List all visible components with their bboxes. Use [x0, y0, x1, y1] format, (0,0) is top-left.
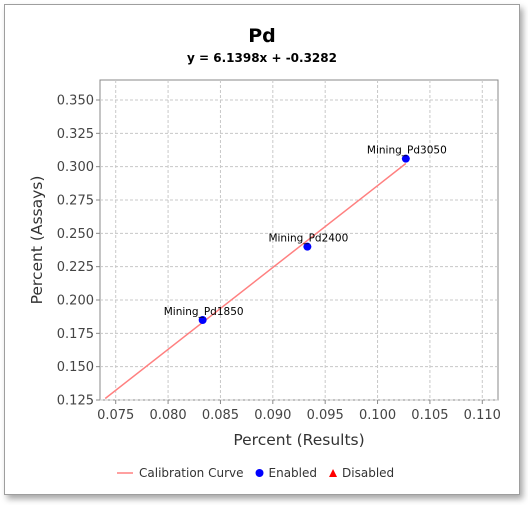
- data-point: [198, 316, 207, 324]
- y-tick-label: 0.150: [57, 360, 94, 375]
- chart-title: Pd: [248, 25, 276, 47]
- x-tick-label: 0.110: [464, 408, 501, 423]
- legend-label: Calibration Curve: [139, 466, 244, 480]
- x-tick-label: 0.095: [307, 408, 344, 423]
- legend: Calibration Curve Enabled Disabled: [117, 466, 394, 480]
- y-tick-label: 0.250: [57, 227, 94, 242]
- x-tick-label: 0.090: [254, 408, 291, 423]
- chart-subtitle: y = 6.1398x + -0.3282: [187, 51, 337, 65]
- calibration-curve-line: [104, 162, 407, 400]
- chart: Pd y = 6.1398x + -0.3282 0.075 0.080 0.085…: [28, 25, 501, 480]
- x-tick-label: 0.075: [97, 408, 134, 423]
- chart-frame: Pd y = 6.1398x + -0.3282 0.075 0.080 0.085…: [4, 4, 520, 495]
- y-tick-label: 0.275: [57, 194, 94, 209]
- x-tick-label: 0.080: [149, 408, 186, 423]
- data-point-label: Mining_Pd3050: [367, 145, 447, 157]
- data-point-label: Mining_Pd1850: [164, 306, 244, 318]
- x-tick-label: 0.100: [359, 408, 396, 423]
- legend-label: Enabled: [269, 466, 318, 480]
- y-tick-label: 0.175: [57, 327, 94, 342]
- y-tick-label: 0.350: [57, 94, 94, 109]
- y-tick-label: 0.300: [57, 160, 94, 175]
- x-axis-ticks: 0.075 0.080 0.085 0.090 0.095 0.100 0.105 0.110: [97, 400, 501, 423]
- x-tick-label: 0.105: [411, 408, 448, 423]
- legend-triangle-symbol: [329, 469, 338, 477]
- x-tick-label: 0.085: [202, 408, 239, 423]
- legend-circle-symbol: [255, 469, 264, 477]
- data-point: [401, 154, 410, 163]
- legend-label: Disabled: [342, 466, 394, 480]
- data-point: [303, 242, 312, 251]
- y-tick-label: 0.125: [57, 394, 94, 409]
- y-axis-label: Percent (Assays): [28, 176, 46, 305]
- y-axis-ticks: 0.125 0.150 0.175 0.200 0.225 0.250 0.275 0.300…: [57, 94, 100, 409]
- grid: [100, 80, 498, 401]
- series-layer: Mining_Pd1850 Mining_Pd2400 Mining_Pd3050: [104, 145, 447, 400]
- y-tick-label: 0.325: [57, 127, 94, 142]
- y-tick-label: 0.225: [57, 260, 94, 275]
- x-axis-label: Percent (Results): [233, 431, 364, 449]
- data-point-label: Mining_Pd2400: [268, 233, 348, 245]
- y-tick-label: 0.200: [57, 294, 94, 309]
